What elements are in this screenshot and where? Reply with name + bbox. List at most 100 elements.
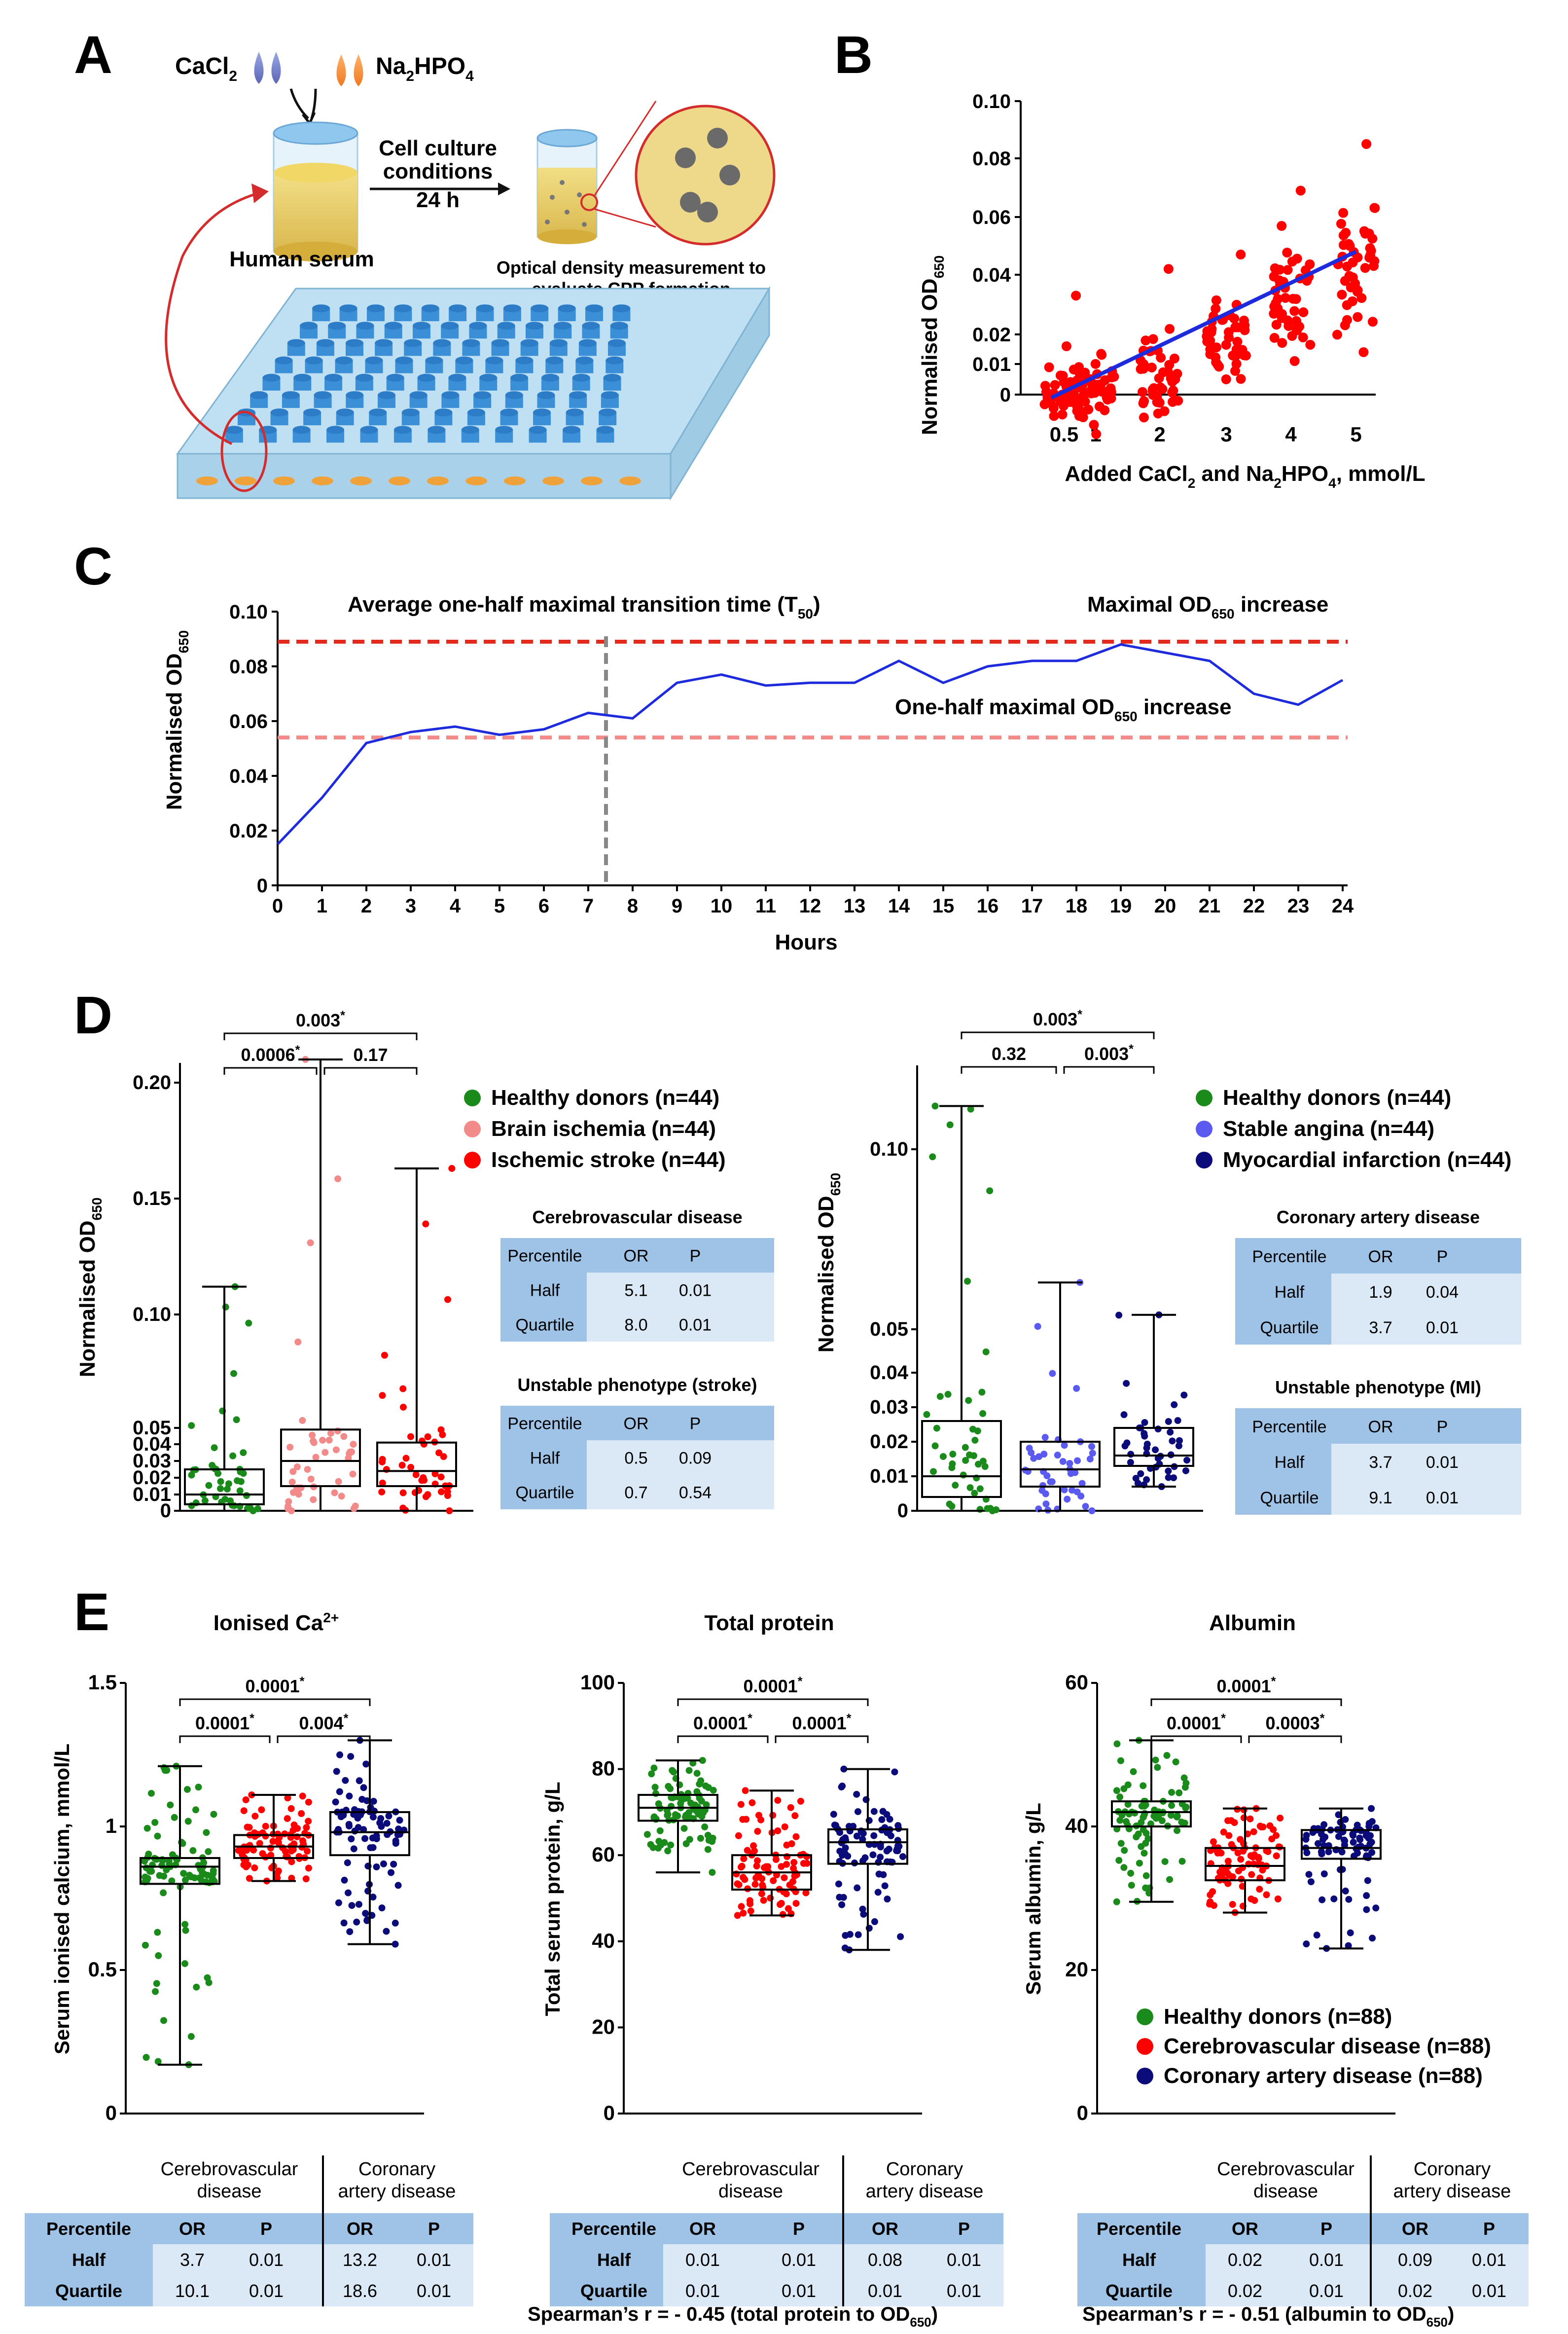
data-point [884,1896,891,1903]
data-point [880,1871,887,1878]
y-tick-label: 0.20 [133,1072,171,1094]
data-point [168,1877,176,1885]
b-data-point [1271,320,1282,330]
c-x-tick-label: 18 [1066,895,1088,917]
data-point [181,1876,189,1884]
data-point [354,1815,361,1822]
data-point [1180,1774,1188,1782]
data-point [1165,1418,1172,1425]
data-point [971,1490,978,1497]
data-point [438,1488,445,1495]
data-point [1325,1848,1332,1856]
data-point [422,1493,429,1500]
panel-c: C 00.020.040.060.080.100 1 2 3 4 5 6 7 8 9 10 11 12 1… [74,536,1354,954]
data-point [373,1863,380,1870]
table-cell: 0.01 [868,2281,902,2301]
data-point [870,1808,878,1815]
y-tick-label: 0.10 [133,1304,171,1325]
data-point [356,1777,363,1785]
data-point [369,1894,377,1901]
data-point [1274,1896,1282,1903]
half-max-annotation: One-half maximal OD650 increase [895,695,1232,724]
data-point [860,1911,867,1918]
data-point [229,1452,237,1459]
data-point [751,1881,759,1888]
data-point [284,1794,291,1802]
well-top [441,391,460,400]
p-value-label: 0.17 [353,1045,388,1065]
data-point [1182,1467,1189,1474]
table-row-bg [1331,1444,1521,1479]
merge-arrows-icon [289,88,317,126]
table-header-cell: P [1437,1418,1448,1436]
data-point [1168,1788,1176,1796]
table-header-cell: Percentile [1097,2219,1181,2239]
data-point [1061,1486,1068,1494]
data-point [742,1787,749,1794]
data-point [1115,1857,1123,1864]
b-data-point [1152,391,1162,401]
b-data-point [1158,367,1168,377]
data-point [349,1470,356,1478]
data-point [1116,1817,1124,1824]
data-point [931,1102,939,1110]
significance-bracket [961,1066,1057,1074]
data-point [392,1940,399,1948]
b-data-point [1168,385,1178,396]
b-data-point [1080,397,1090,407]
data-point [360,1784,367,1791]
well-top [476,304,494,313]
data-point [424,1433,431,1441]
data-point [1042,1500,1050,1508]
data-point [1049,1370,1056,1377]
data-point [361,1835,369,1842]
p-value-label: 0.0001* [246,1675,305,1696]
well-top [497,322,515,330]
table-cell: Half [530,1449,560,1468]
table-header-cell: P [690,1247,701,1266]
data-point [747,1907,754,1915]
data-point [440,1453,447,1460]
data-point [859,1857,866,1864]
data-point [379,1392,386,1399]
data-point [752,1874,760,1882]
data-point [854,1884,861,1892]
table-header-bg [1235,1238,1521,1274]
data-point [1183,1457,1191,1464]
legend-label: Coronary artery disease (n=88) [1164,2064,1483,2088]
well-top [554,322,572,330]
data-point [664,1847,672,1855]
data-point [1041,1434,1049,1441]
data-point [753,1862,760,1870]
data-point [1210,1838,1217,1846]
data-point [246,1875,253,1882]
well-front [465,476,487,485]
b-data-point [1277,221,1287,231]
data-point [649,1844,657,1851]
data-point [750,1842,757,1850]
box [1020,1441,1101,1488]
data-point [1182,1804,1189,1812]
data-point [1368,1805,1375,1812]
data-point [978,1388,986,1396]
well-top [369,408,387,417]
c-x-tick-label: 22 [1243,895,1265,917]
b-data-point [1057,409,1068,420]
data-point [1176,1789,1183,1796]
data-point [1038,1487,1046,1494]
legend-marker [1137,2038,1153,2055]
significance-bracket [961,1031,1155,1039]
group-label: Coronary [358,2159,435,2180]
c-x-tick-label: 9 [672,895,682,917]
data-point [446,1507,453,1514]
data-point [923,1411,930,1418]
data-point [1220,1828,1227,1836]
table-row-label-bg [25,2275,153,2306]
data-point [1141,1419,1148,1426]
data-point [1319,1896,1326,1903]
data-point [307,1239,314,1246]
b-x-tick-label: 4 [1285,423,1297,446]
data-point [946,1121,954,1129]
y-tick-label: 0 [604,2101,615,2124]
data-point [865,1925,873,1932]
